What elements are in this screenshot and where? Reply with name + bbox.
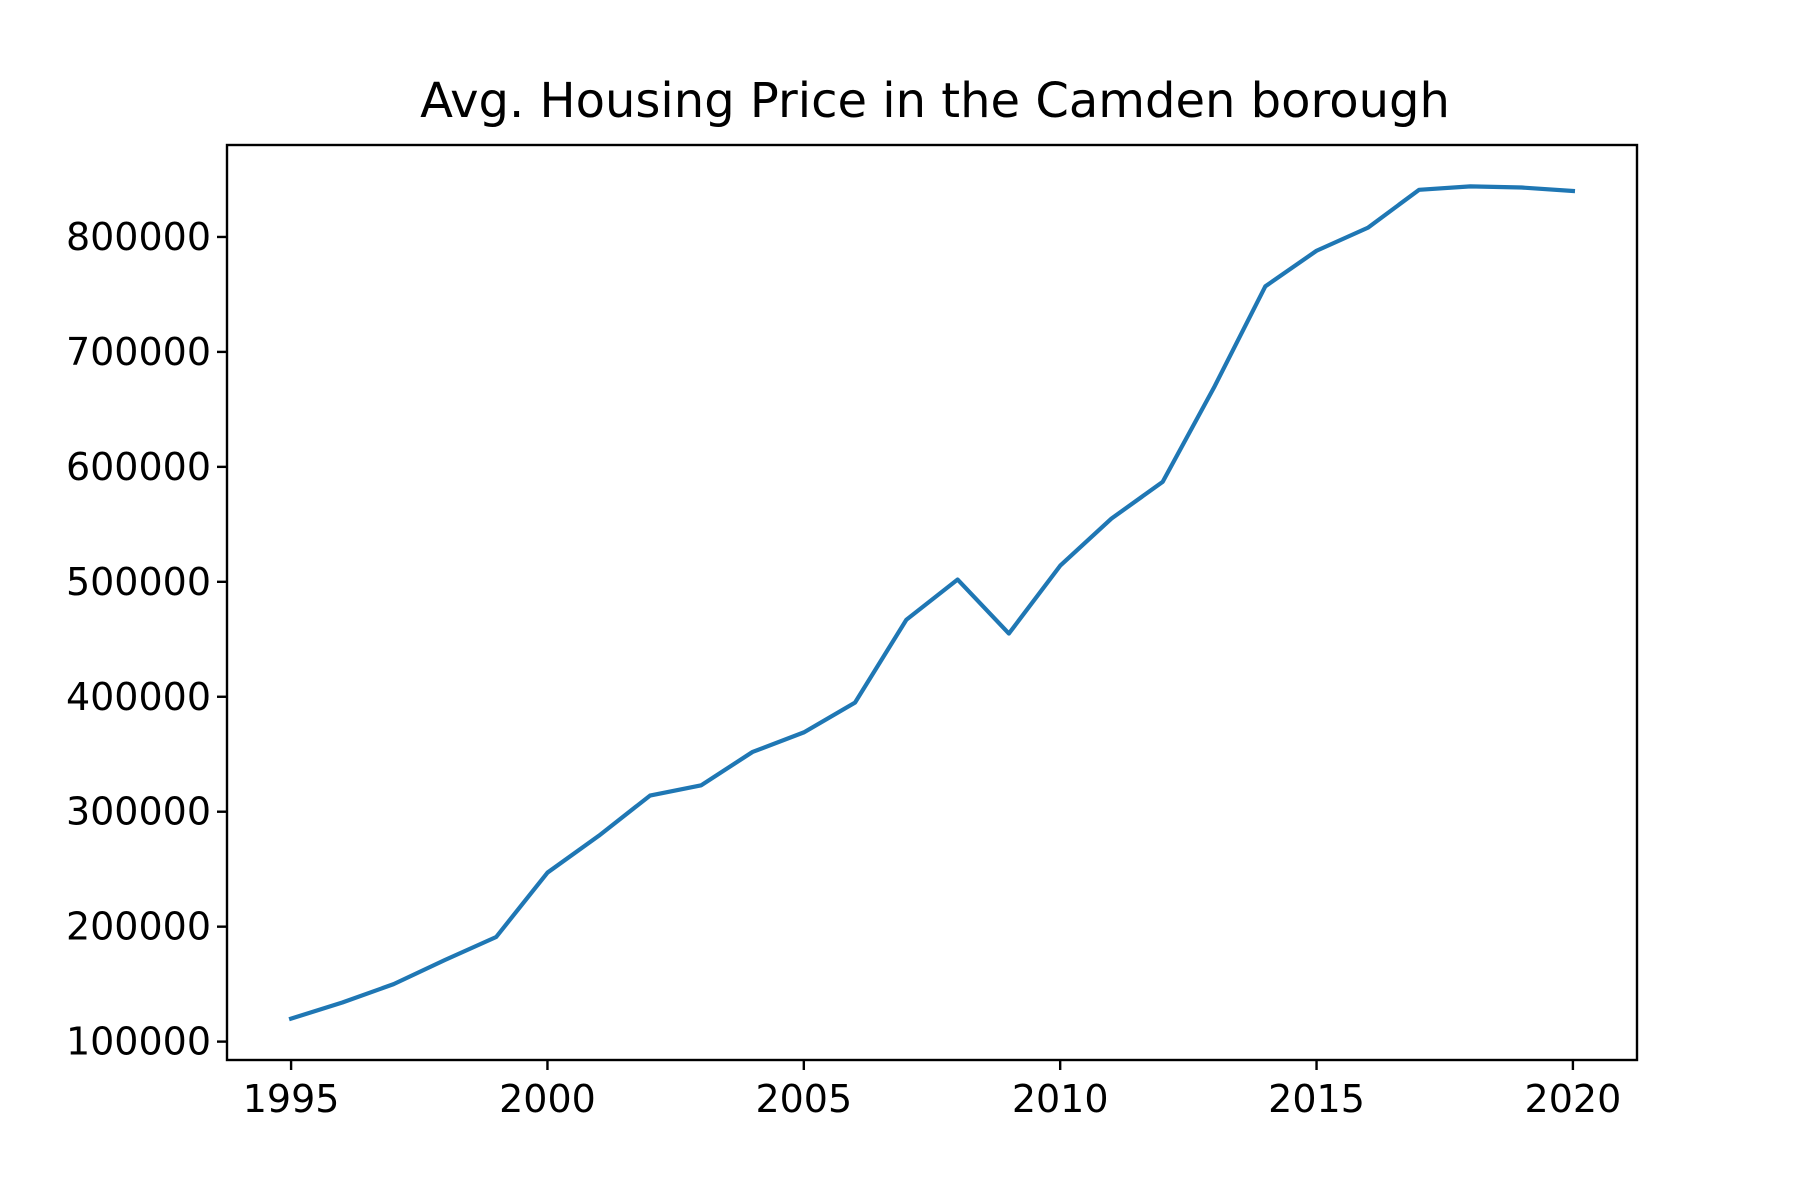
x-tick-label: 2005: [755, 1077, 852, 1121]
y-tick-label: 700000: [66, 330, 211, 374]
x-tick-label: 2010: [1012, 1077, 1109, 1121]
x-tick-label: 2015: [1268, 1077, 1365, 1121]
y-tick-label: 500000: [66, 560, 211, 604]
y-axis: 100000 200000 300000 400000 500000 600000 7000…: [66, 215, 227, 1064]
x-axis: 1995 2000 2005 2010 2015 2020: [243, 1060, 1622, 1121]
plot-area-frame: [225, 143, 1639, 1062]
chart-title: Avg. Housing Price in the Camden borough: [420, 73, 1450, 129]
y-tick-label: 200000: [66, 905, 211, 949]
y-tick-label: 300000: [66, 790, 211, 834]
y-tick-label: 800000: [66, 215, 211, 259]
x-tick-label: 2020: [1525, 1077, 1622, 1121]
x-tick-label: 2000: [499, 1077, 596, 1121]
x-tick-label: 1995: [243, 1077, 340, 1121]
y-tick-label: 100000: [66, 1020, 211, 1064]
y-tick-label: 400000: [66, 675, 211, 719]
series-layer: [288, 184, 1576, 1022]
series-line-0: [288, 184, 1576, 1022]
y-tick-label: 600000: [66, 445, 211, 489]
